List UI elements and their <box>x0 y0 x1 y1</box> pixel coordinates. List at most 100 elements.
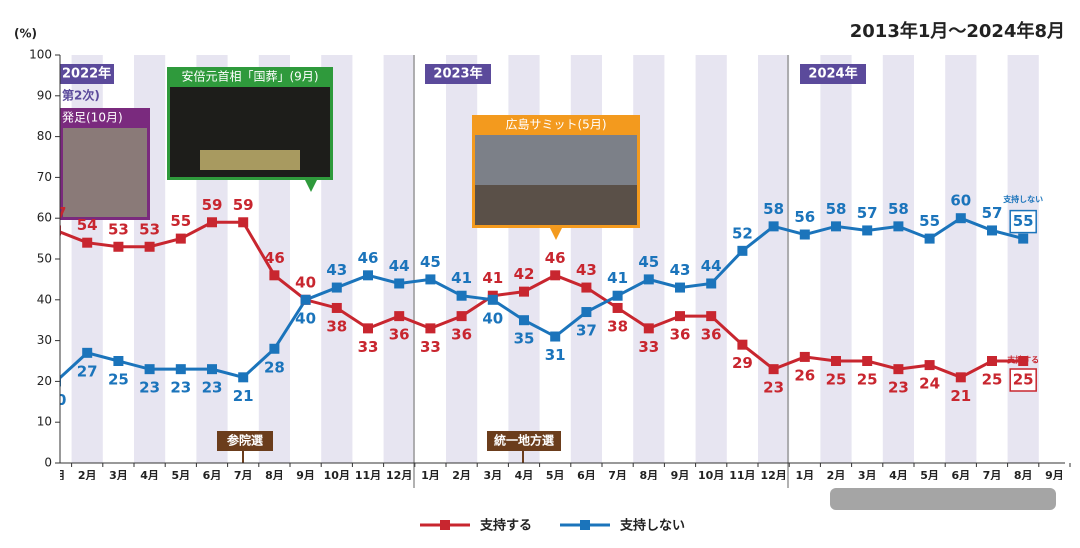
data-label: 46 <box>358 249 379 267</box>
data-label: 55 <box>1013 212 1034 230</box>
point <box>1018 233 1029 244</box>
data-label: 44 <box>389 257 410 275</box>
y-tick-label: 70 <box>37 170 52 184</box>
data-label: 20 <box>46 391 67 409</box>
x-tick-label: 6月 <box>203 469 222 482</box>
period: 2013年1月～2024年8月 <box>850 20 1065 42</box>
pointer <box>550 228 562 240</box>
y-tick-label: 40 <box>37 292 52 306</box>
point <box>363 323 373 334</box>
data-label: 54 <box>77 216 98 234</box>
point <box>768 364 779 375</box>
year-label: 2023年 <box>433 66 482 82</box>
data-label: 42 <box>514 265 535 283</box>
event-label: 広島サミット(5月) <box>506 117 607 132</box>
point <box>175 233 186 244</box>
x-tick-label: 9月 <box>1045 469 1064 482</box>
data-label: 53 <box>108 220 129 238</box>
data-label: 41 <box>451 269 472 287</box>
data-label: 57 <box>982 204 1003 222</box>
point <box>456 311 467 322</box>
point <box>893 364 904 375</box>
point <box>955 372 966 383</box>
x-tick-label: 4月 <box>889 469 908 482</box>
x-tick-label: 5月 <box>920 469 939 482</box>
x-tick-label: 7月 <box>608 469 627 482</box>
year-box <box>60 64 114 84</box>
scrollbar[interactable] <box>830 488 1056 510</box>
point <box>175 364 186 375</box>
x-tick-label: 2月 <box>827 469 846 482</box>
end-label: 支持しない <box>1002 194 1043 204</box>
x-tick-label: 6月 <box>577 469 596 482</box>
point <box>831 221 841 232</box>
point <box>737 245 748 256</box>
series-line <box>60 220 1024 379</box>
x-tick-label: 3月 <box>858 469 877 482</box>
point <box>643 274 654 285</box>
event-label: 第2次) <box>62 88 100 103</box>
point <box>519 286 529 297</box>
event-box <box>487 431 561 451</box>
legend-marker <box>440 520 450 530</box>
point <box>487 294 498 305</box>
y-tick-label: 10 <box>37 415 52 429</box>
data-label: 45 <box>420 253 441 271</box>
data-label: 58 <box>888 200 909 218</box>
data-label: 59 <box>202 196 223 214</box>
data-label: 23 <box>170 379 191 397</box>
data-label: 25 <box>982 371 1003 389</box>
stripe <box>882 55 914 463</box>
event-label: 発足(10月) <box>62 111 123 125</box>
x-tick-label: 11月 <box>729 469 755 482</box>
y-unit: (%) <box>14 27 37 41</box>
point <box>394 278 405 289</box>
data-label: 40 <box>482 309 503 327</box>
stripe <box>695 55 727 463</box>
event-box <box>217 431 273 451</box>
data-label: 55 <box>919 212 940 230</box>
point <box>207 217 217 228</box>
data-label: 36 <box>701 326 722 344</box>
data-label: 31 <box>545 346 566 364</box>
point <box>643 323 654 334</box>
data-label: 43 <box>576 261 597 279</box>
point <box>331 302 342 313</box>
data-label: 33 <box>358 338 379 356</box>
x-tick-label: 1月 <box>795 469 814 482</box>
point <box>799 229 810 240</box>
data-label: 57 <box>857 204 878 222</box>
point <box>144 364 155 375</box>
data-label: 58 <box>826 200 847 218</box>
data-label: 23 <box>139 379 160 397</box>
x-tick-label: 10月 <box>698 469 724 482</box>
data-label: 25 <box>1013 371 1034 389</box>
point <box>207 364 217 375</box>
data-label: 55 <box>170 212 191 230</box>
point <box>612 302 623 313</box>
data-label: 40 <box>295 273 316 291</box>
data-label: 23 <box>763 379 784 397</box>
photo <box>475 185 637 225</box>
x-tick-label: 4月 <box>140 469 159 482</box>
data-label: 56 <box>794 208 815 226</box>
point <box>238 372 249 383</box>
stripe <box>820 55 852 463</box>
x-tick-label: 7月 <box>234 469 253 482</box>
x-tick-label: 11月 <box>355 469 381 482</box>
data-label: 45 <box>638 253 659 271</box>
x-tick-label: 3月 <box>109 469 128 482</box>
y-tick-label: 20 <box>37 374 52 388</box>
point <box>581 307 592 318</box>
x-tick-label: 5月 <box>546 469 565 482</box>
point <box>300 294 311 305</box>
x-tick-label: 2月 <box>78 469 97 482</box>
x-tick-label: 9月 <box>671 469 690 482</box>
point <box>893 221 904 232</box>
point <box>799 351 810 362</box>
point <box>550 331 561 342</box>
point <box>737 339 748 350</box>
data-label: 41 <box>607 269 628 287</box>
data-label: 33 <box>420 338 441 356</box>
